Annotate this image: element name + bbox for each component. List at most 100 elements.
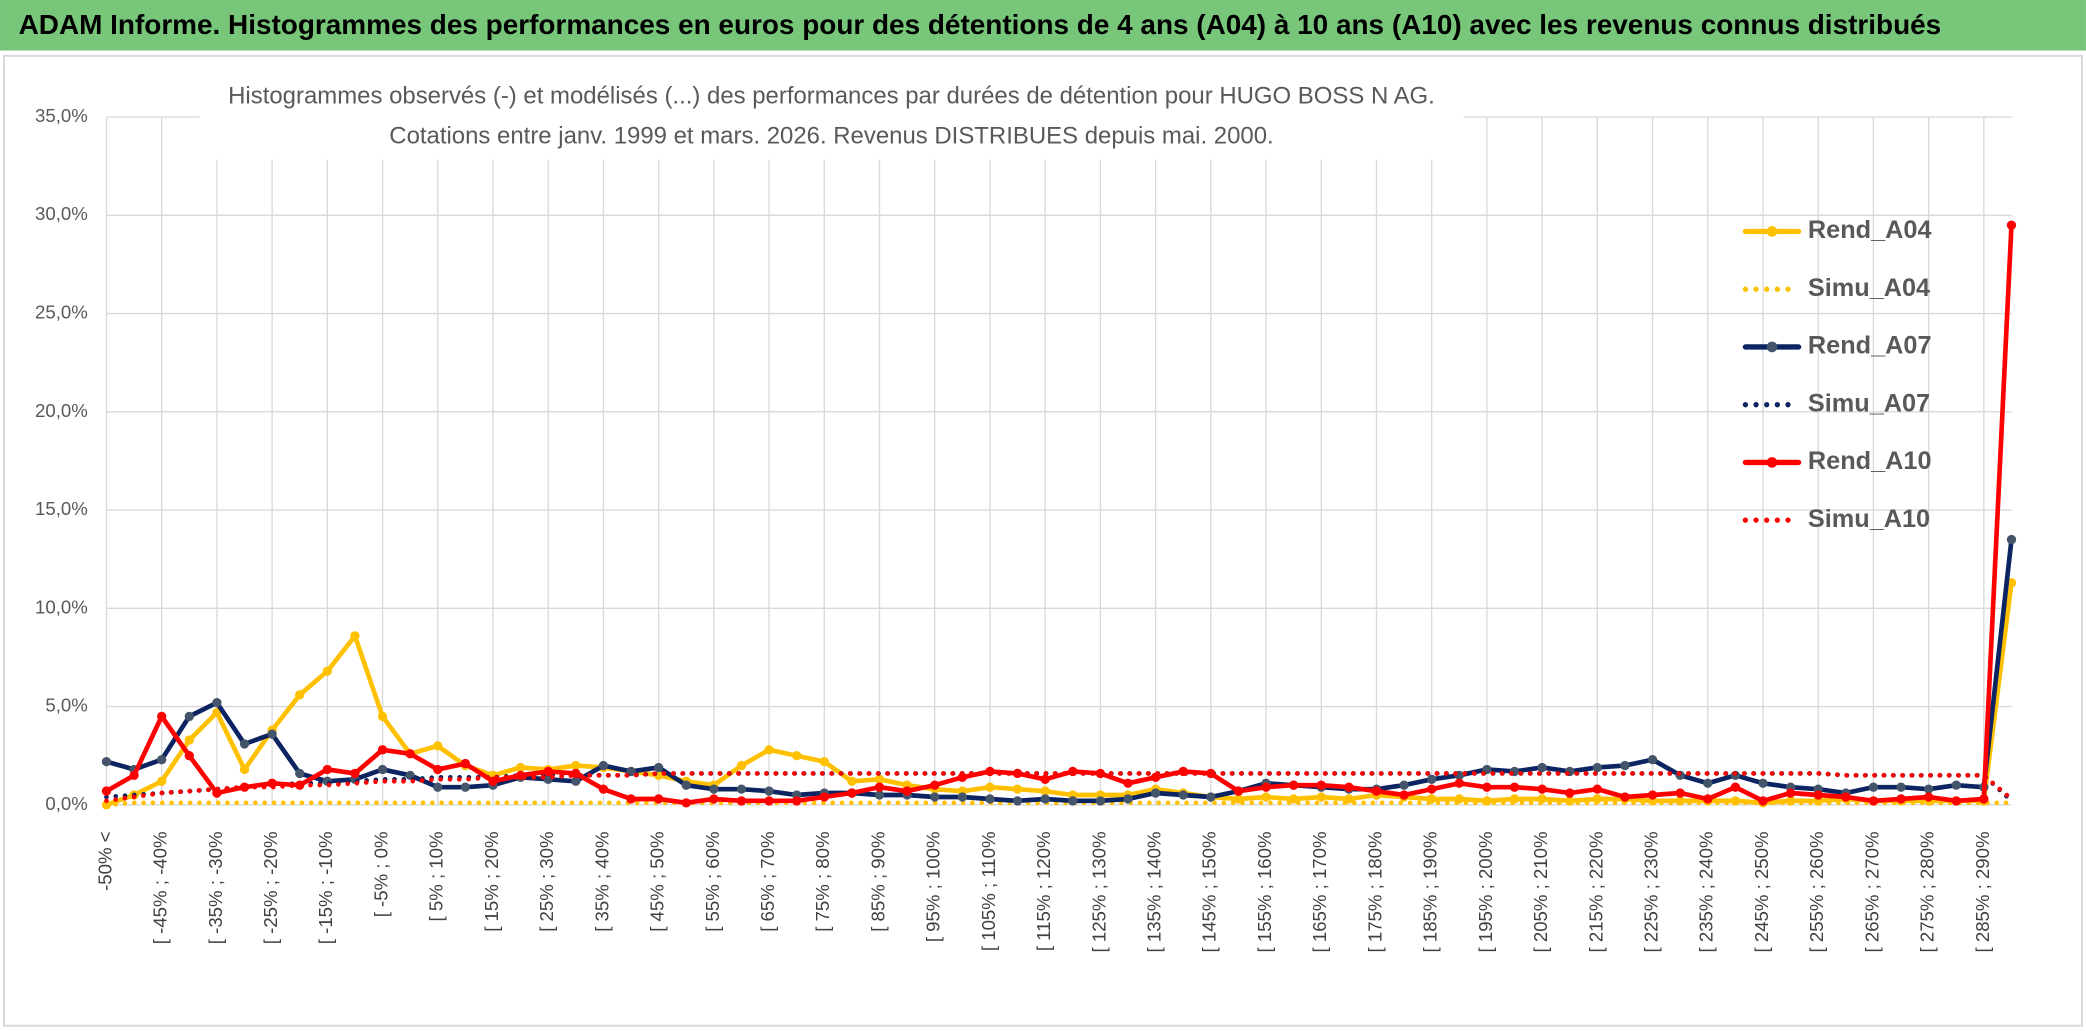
point (295, 690, 305, 700)
point (985, 794, 995, 804)
point (1040, 774, 1050, 784)
point (1288, 780, 1299, 790)
point (1896, 794, 1906, 804)
point (1758, 796, 1768, 806)
point (184, 751, 194, 761)
point (571, 776, 581, 786)
x-tick-label: [ 255% ; 260% (1806, 831, 1827, 952)
point (212, 788, 222, 798)
point (1537, 762, 1547, 773)
x-tick-label: [ 225% ; 230% (1640, 831, 1661, 952)
x-tick-label: [ 5% ; 10% (426, 831, 447, 921)
point (515, 762, 526, 773)
point (239, 739, 250, 749)
model-line (104, 771, 2014, 804)
point (1261, 782, 1271, 792)
x-tick-label: [ 275% ; 280% (1917, 831, 1938, 952)
observed-line (104, 222, 2014, 806)
point (1620, 792, 1630, 802)
point (792, 796, 802, 806)
point (1427, 774, 1437, 784)
point (433, 782, 443, 792)
point (1592, 784, 1602, 794)
chart-title: Histogrammes observés (-) et modélisés (… (228, 82, 1435, 109)
point (101, 786, 112, 796)
point (1647, 754, 1658, 765)
point (1040, 794, 1050, 804)
legend-marker (1766, 341, 1778, 353)
x-tick-label: [ 65% ; 70% (757, 831, 778, 931)
point (460, 782, 471, 792)
point (764, 745, 774, 755)
point (1785, 788, 1796, 798)
point (736, 784, 747, 794)
point (792, 751, 802, 761)
point (1509, 782, 1520, 792)
x-tick-label: [ 45% ; 50% (647, 831, 668, 931)
point (1371, 786, 1382, 796)
x-tick-label: [ 15% ; 20% (481, 831, 502, 931)
point (1068, 796, 1078, 806)
point (1178, 790, 1188, 800)
x-tick-label: [ 205% ; 210% (1530, 831, 1551, 952)
point (1951, 780, 1961, 790)
x-tick-label: [ -15% ; -10% (315, 831, 336, 944)
point (1592, 762, 1602, 773)
point (460, 758, 471, 769)
point (101, 756, 112, 767)
point (1123, 794, 1133, 804)
point (1647, 790, 1658, 800)
x-tick-label: [ 215% ; 220% (1585, 831, 1606, 952)
x-tick-label: [ 35% ; 40% (591, 831, 612, 931)
x-tick-label: [ 195% ; 200% (1475, 831, 1496, 952)
point (157, 711, 167, 722)
point (157, 754, 167, 765)
point (736, 760, 747, 771)
point (1206, 792, 1216, 802)
x-tick-label: [ 265% ; 270% (1861, 831, 1882, 952)
y-tick-label: 0,0% (45, 793, 87, 814)
point (819, 756, 829, 767)
point (1620, 760, 1630, 771)
point (157, 776, 167, 786)
point (1923, 792, 1934, 802)
point (985, 782, 995, 792)
point (433, 741, 443, 751)
x-tick-label: [ -25% ; -20% (260, 831, 281, 944)
x-tick-label: [ 175% ; 180% (1364, 831, 1385, 952)
point (681, 780, 691, 790)
point (1730, 782, 1741, 792)
x-tick-label: [ 55% ; 60% (702, 831, 723, 931)
point (930, 780, 940, 790)
x-tick-label: [ -45% ; -40% (150, 831, 171, 944)
point (1896, 782, 1906, 792)
point (764, 786, 774, 796)
point (1703, 794, 1713, 804)
legend-marker (1766, 226, 1778, 237)
x-tick-label: [ 155% ; 160% (1254, 831, 1275, 952)
point (1012, 796, 1023, 806)
point (847, 776, 857, 786)
legend-marker (1766, 457, 1778, 468)
point (1123, 778, 1133, 788)
x-tick-label: [ 115% ; 120% (1033, 831, 1054, 951)
point (184, 735, 194, 745)
observed-line (104, 580, 2014, 808)
point (1012, 784, 1023, 794)
point (1951, 796, 1961, 806)
x-tick-label: [ 85% ; 90% (867, 831, 888, 931)
point (874, 782, 885, 792)
point (1868, 782, 1879, 792)
point (1316, 792, 1326, 802)
point (653, 762, 664, 773)
y-tick-label: 30,0% (35, 203, 88, 224)
point (377, 745, 388, 755)
legend-label: Simu_A04 (1808, 274, 1930, 302)
point (1979, 794, 1989, 804)
point (1233, 786, 1244, 796)
point (543, 766, 553, 777)
x-tick-label: [ 185% ; 190% (1420, 831, 1441, 952)
x-tick-label: [ 245% ; 250% (1751, 831, 1772, 952)
header-title: ADAM Informe. Histogrammes des performan… (19, 9, 1942, 40)
